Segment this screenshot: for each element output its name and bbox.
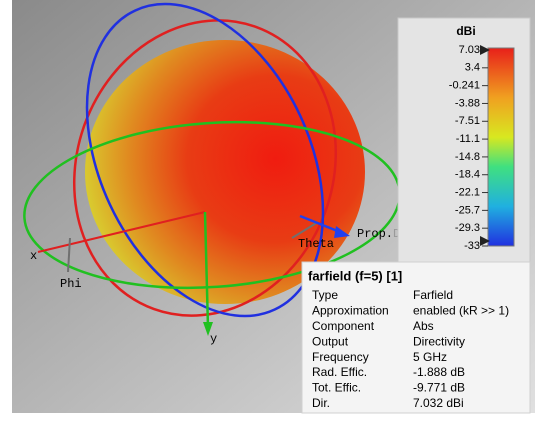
colorbar-tick-label: -29.3	[455, 222, 480, 234]
colorbar-tick-label: -0.241	[449, 80, 480, 92]
colorbar-title: dBi	[456, 24, 475, 38]
info-value: 7.032 dBi	[413, 396, 464, 410]
colorbar-tick-label: 7.03	[459, 44, 480, 56]
info-value: -1.888 dB	[413, 365, 465, 379]
theta-ring	[85, 2, 325, 318]
prop-arrowhead	[334, 226, 350, 238]
info-value: Farfield	[413, 288, 453, 302]
info-value: Directivity	[413, 334, 465, 348]
theta-arrow	[291, 221, 319, 239]
info-key: Approximation	[312, 304, 389, 318]
colorbar-panel: dBi 7.03 3.4 -0.241 -3.88 -7.51 -11.1 -14.8 -18…	[397, 17, 531, 263]
info-background	[301, 261, 531, 414]
colorbar-tick-label: -14.8	[455, 151, 480, 163]
info-title: farfield (f=5) [1]	[308, 268, 402, 283]
phi-arrow	[67, 237, 71, 273]
info-value: 5 GHz	[413, 350, 447, 364]
info-key: Output	[312, 334, 349, 348]
info-value: -9.771 dB	[413, 381, 465, 395]
x-axis	[37, 211, 206, 253]
colorbar-tick-label: -7.51	[455, 115, 480, 127]
y-label: y	[210, 332, 217, 346]
theta-label: Theta	[298, 237, 334, 251]
colorbar-tick-label: -33	[464, 240, 480, 252]
min-marker	[480, 236, 490, 246]
colorbar-tick-label: -18.4	[455, 169, 480, 181]
colorbar-tick-label: 3.4	[465, 62, 480, 74]
y-axis	[203, 211, 210, 329]
info-value: enabled (kR >> 1)	[413, 304, 509, 318]
prop-label: Prop.	[357, 227, 393, 241]
info-key: Rad. Effic.	[312, 365, 367, 379]
info-panel: farfield (f=5) [1] Type Farfield Approxima…	[301, 261, 531, 414]
max-marker	[480, 45, 490, 55]
info-key: Tot. Effic.	[312, 381, 361, 395]
colorbar-tick-label: -11.1	[456, 133, 480, 145]
phi-label: Phi	[60, 277, 82, 291]
info-key: Frequency	[312, 350, 369, 364]
prop-arrow	[299, 214, 341, 234]
phi-ring	[72, 19, 338, 317]
info-key: Component	[312, 319, 375, 333]
colorbar-gradient	[487, 47, 515, 247]
x-label: x	[30, 249, 37, 263]
colorbar-tick-label: -3.88	[455, 97, 480, 109]
colorbar-tick-label: -22.1	[455, 186, 480, 198]
info-value: Abs	[413, 319, 434, 333]
info-key: Dir.	[312, 396, 330, 410]
colorbar-tick-label: -25.7	[455, 204, 480, 216]
y-arrowhead	[203, 322, 213, 336]
info-key: Type	[312, 288, 338, 302]
